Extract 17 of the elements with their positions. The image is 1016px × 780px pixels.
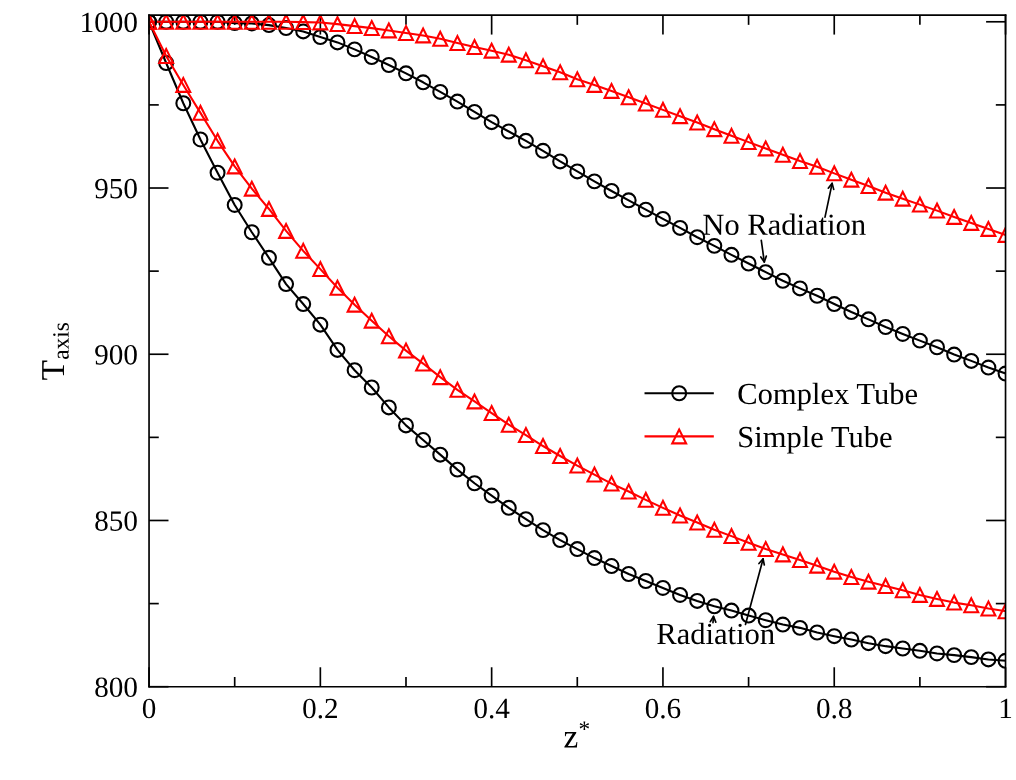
- y-tick-label: 1000: [82, 12, 137, 33]
- y-tick-label: 850: [95, 511, 137, 531]
- x-axis-title: z$^{*}$: [564, 721, 590, 748]
- y-tick-label: 800: [95, 677, 137, 698]
- annotation: Radiation: [657, 622, 775, 645]
- x-tick-label: 0.6: [645, 698, 681, 719]
- y-tick-label: 950: [95, 178, 137, 199]
- x-tick-label: 0: [142, 698, 156, 719]
- x-tick-label: 0.2: [303, 698, 337, 719]
- y-axis-title: T$_{axis}$: [42, 323, 69, 380]
- annotation: No Radiation: [703, 213, 866, 236]
- legend-label: Simple Tube: [739, 425, 892, 454]
- x-tick-label: 0.8: [817, 698, 852, 719]
- legend-label: Complex Tube: [738, 382, 918, 411]
- x-tick-label: 0.4: [474, 698, 510, 719]
- y-tick-label: 900: [95, 344, 137, 365]
- x-tick-label: 1: [1000, 698, 1012, 719]
